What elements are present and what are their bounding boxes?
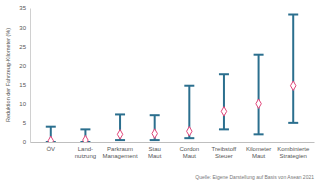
y-tick: 25 bbox=[19, 44, 30, 50]
y-tick: 0 bbox=[23, 139, 30, 145]
x-tick-label-line: Treibstoff bbox=[212, 146, 237, 152]
x-tick: KombinierteStrategien bbox=[277, 142, 310, 159]
y-axis-title: Reduktion der Fahrzeug-Kilometer (%) bbox=[5, 28, 11, 122]
x-tick-label: CordonMaut bbox=[179, 146, 199, 159]
x-tick-label-line: Management bbox=[103, 153, 138, 159]
x-tick-label-line: Parkraum bbox=[107, 146, 133, 152]
range-cap-high bbox=[80, 128, 90, 130]
x-tick-label-line: nutzung bbox=[75, 153, 96, 159]
x-tick: StauMaut bbox=[148, 142, 162, 159]
range-line bbox=[292, 15, 294, 123]
point-marker bbox=[152, 129, 157, 138]
source-note: Quelle: Eigene Darstellung auf Basis von… bbox=[195, 174, 314, 180]
x-tick-label-line: Kombinierte bbox=[277, 146, 310, 152]
y-tick: 35 bbox=[19, 5, 30, 11]
y-tick-label: 20 bbox=[19, 63, 26, 69]
y-tick: 20 bbox=[19, 63, 30, 69]
x-tick-label: ParkraumManagement bbox=[103, 146, 138, 159]
point-marker bbox=[221, 107, 226, 116]
range-cap-low bbox=[219, 128, 229, 130]
y-tick-label: 15 bbox=[19, 82, 26, 88]
range-cap-high bbox=[219, 73, 229, 75]
range-cap-low bbox=[184, 137, 194, 139]
range-bar bbox=[150, 115, 160, 140]
x-tick-label-line: Steuer bbox=[215, 153, 233, 159]
y-tick-label: 30 bbox=[19, 25, 26, 31]
point-marker bbox=[290, 81, 295, 90]
range-bar bbox=[288, 15, 298, 123]
x-tick-label-line: Cordon bbox=[179, 146, 199, 152]
x-tick-label-line: Land- bbox=[78, 146, 93, 152]
x-tick-label: KombinierteStrategien bbox=[277, 146, 310, 159]
x-tick-label-line: Maut bbox=[252, 153, 266, 159]
y-tick: 30 bbox=[19, 25, 30, 31]
x-tick-label: StauMaut bbox=[148, 146, 162, 159]
range-cap-high bbox=[115, 113, 125, 115]
x-tick-label-line: Maut bbox=[183, 153, 197, 159]
plot: 0 5 10 15 20 25 30 35 ÖV Land-nutzung ParkraumMana… bbox=[5, 5, 315, 159]
range-line bbox=[223, 74, 225, 129]
point-marker bbox=[48, 136, 53, 142]
range-bar bbox=[115, 114, 125, 140]
y-tick: 15 bbox=[19, 82, 30, 88]
range-cap-low bbox=[150, 139, 160, 141]
x-tick-label-line: Strategien bbox=[280, 153, 307, 159]
range-cap-high bbox=[46, 126, 56, 128]
x-tick-label-line: ÖV bbox=[46, 146, 55, 152]
range-cap-high bbox=[254, 54, 264, 56]
range-cap-high bbox=[150, 114, 160, 116]
y-tick-label: 25 bbox=[19, 44, 26, 50]
x-axis: ÖVLand-nutzungParkraumManagementStauMaut… bbox=[31, 142, 315, 159]
range-cap-low bbox=[254, 133, 264, 135]
point-marker bbox=[187, 127, 192, 136]
point-marker bbox=[117, 130, 122, 139]
x-tick-label: TreibstoffSteuer bbox=[212, 146, 237, 159]
x-tick: ÖV bbox=[46, 142, 55, 152]
y-axis-line bbox=[30, 9, 31, 143]
y-tick-label: 5 bbox=[23, 120, 27, 126]
range-bar bbox=[254, 55, 264, 135]
point-marker bbox=[83, 135, 88, 142]
y-tick-label: 10 bbox=[19, 101, 26, 107]
y-tick: 5 bbox=[23, 120, 30, 126]
x-tick-label: KilometerMaut bbox=[246, 146, 271, 159]
chart: 0 5 10 15 20 25 30 35 ÖV Land-nutzung ParkraumMana… bbox=[0, 0, 320, 182]
range-cap-low bbox=[288, 122, 298, 124]
range-bar bbox=[219, 74, 229, 129]
x-tick: ParkraumManagement bbox=[103, 142, 138, 159]
x-axis-line bbox=[31, 142, 315, 143]
x-tick: CordonMaut bbox=[179, 142, 199, 159]
x-tick-label-line: Stau bbox=[149, 146, 161, 152]
range-line bbox=[258, 55, 260, 135]
x-tick: Land-nutzung bbox=[75, 142, 96, 159]
x-tick-label: ÖV bbox=[46, 146, 55, 152]
y-axis: 0 5 10 15 20 25 30 35 bbox=[19, 5, 30, 145]
point-marker bbox=[256, 99, 261, 108]
y-tick: 10 bbox=[19, 101, 30, 107]
x-tick-label: Land-nutzung bbox=[75, 146, 96, 159]
y-tick-label: 35 bbox=[19, 5, 26, 11]
range-bar bbox=[184, 86, 194, 138]
marks bbox=[46, 15, 298, 142]
x-tick: KilometerMaut bbox=[246, 142, 271, 159]
range-cap-high bbox=[184, 85, 194, 87]
x-tick: TreibstoffSteuer bbox=[212, 142, 237, 159]
x-tick-label-line: Maut bbox=[148, 153, 162, 159]
range-cap-high bbox=[288, 14, 298, 16]
x-tick-label-line: Kilometer bbox=[246, 146, 271, 152]
y-tick-label: 0 bbox=[23, 139, 27, 145]
